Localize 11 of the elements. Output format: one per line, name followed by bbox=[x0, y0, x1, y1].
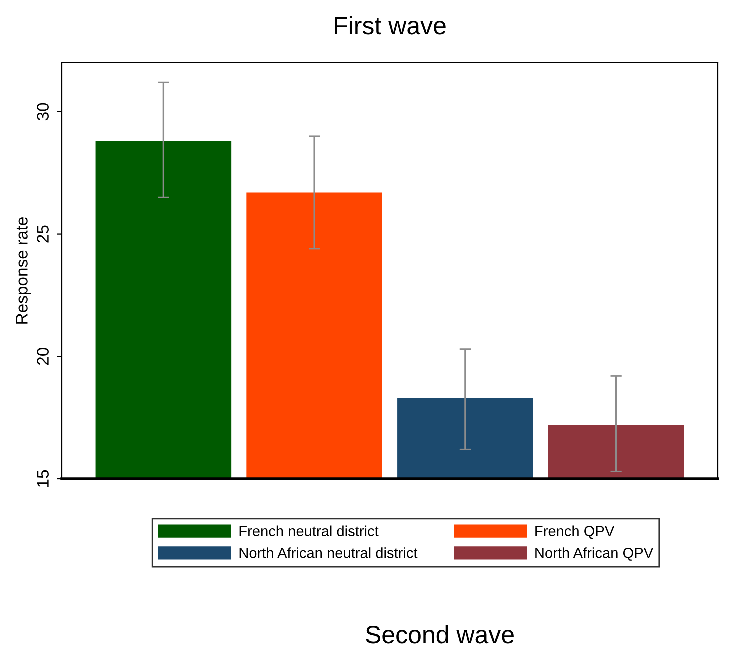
y-tick-label: 30 bbox=[37, 103, 49, 121]
legend-label: French QPV bbox=[536, 526, 615, 540]
chart-title: First wave bbox=[335, 16, 446, 35]
y-tick-label: 15 bbox=[37, 470, 49, 487]
y-tick-label: 20 bbox=[37, 348, 49, 366]
legend-label: French neutral district bbox=[240, 526, 379, 536]
y-axis-title: Response rate bbox=[16, 218, 32, 324]
legend-label: North African neutral district bbox=[240, 548, 418, 558]
y-tick-label: 25 bbox=[37, 226, 49, 243]
text: Second wave bbox=[366, 625, 514, 644]
legend-label: North African QPV bbox=[536, 548, 654, 561]
